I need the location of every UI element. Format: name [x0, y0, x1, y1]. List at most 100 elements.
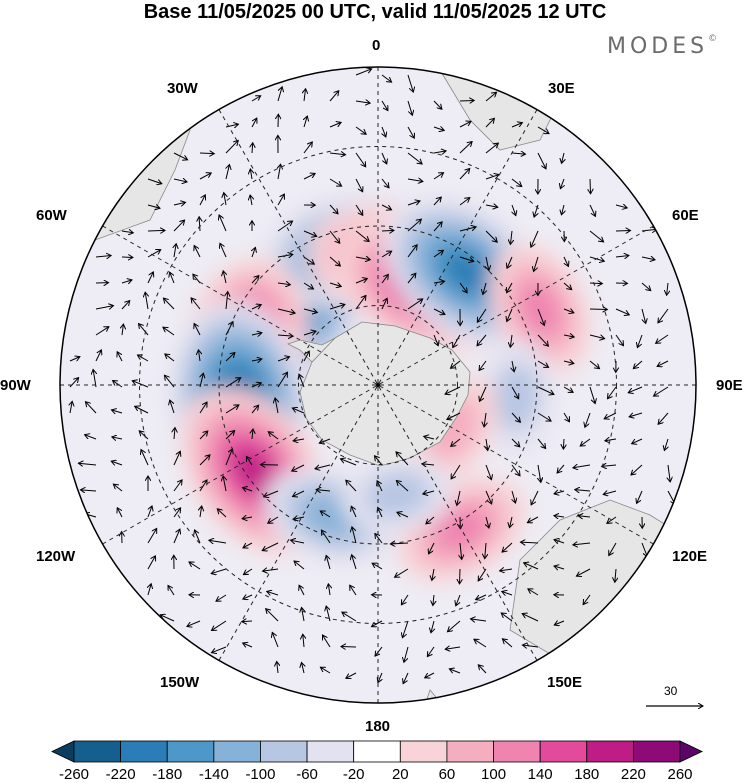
- colorbar-low-extension: [51, 740, 75, 763]
- wind-vector-198: [355, 278, 367, 284]
- wind-vector-288: [445, 647, 461, 649]
- wind-vector-421: [656, 334, 669, 343]
- meridian-120: [102, 225, 654, 545]
- wind-vector-282: [457, 490, 460, 505]
- wind-vector-263: [433, 594, 434, 605]
- wind-vector-204: [352, 555, 357, 570]
- wind-vector-228: [407, 74, 413, 92]
- colorbar-label-6: -20: [342, 766, 365, 783]
- wind-vector-301: [479, 386, 487, 401]
- wind-vector-419: [667, 282, 668, 295]
- colorbar-label-4: -100: [245, 766, 276, 783]
- wind-vector-109: [252, 247, 255, 258]
- wind-vector-34: [137, 355, 149, 362]
- wind-vector-116: [252, 429, 253, 440]
- wind-vector-325: [511, 438, 520, 447]
- wind-vector-154: [303, 256, 314, 264]
- wind-vector-316: [512, 204, 516, 216]
- wind-vector-156: [303, 309, 317, 313]
- latitude-circle-30s: [139, 146, 617, 624]
- wind-vector-376: [589, 230, 604, 242]
- wind-vector-69: [191, 298, 201, 310]
- wind-vector-347: [538, 464, 541, 482]
- wind-vector-186: [328, 584, 330, 596]
- wind-vector-12: [80, 490, 97, 491]
- wind-vector-377: [589, 256, 604, 261]
- wind-vector-357: [561, 204, 564, 215]
- wind-vector-78: [195, 530, 201, 544]
- wind-vector-196: [355, 230, 369, 241]
- antarctica: [299, 321, 471, 467]
- wind-vector-47: [173, 220, 185, 232]
- wind-vector-267: [459, 100, 474, 101]
- wind-vector-129: [277, 194, 284, 206]
- wind-vector-104: [251, 118, 257, 128]
- wind-vector-322: [512, 360, 514, 372]
- wind-vector-189: [320, 667, 331, 674]
- wind-vector-124: [243, 643, 253, 647]
- wind-vector-94: [225, 430, 235, 440]
- wind-vector-181: [315, 464, 331, 469]
- wind-vector-218: [381, 298, 387, 310]
- wind-vector-402: [603, 491, 617, 494]
- wind-vector-366: [563, 438, 564, 449]
- wind-vector-21: [111, 410, 123, 413]
- lon-label-30w: 30W: [167, 80, 198, 97]
- wind-vector-55: [174, 428, 175, 440]
- wind-vector-305: [485, 490, 492, 504]
- wind-vector-40: [148, 506, 152, 518]
- wind-vector-201: [346, 480, 357, 492]
- wind-vector-190: [355, 69, 372, 76]
- wind-vector-7: [95, 350, 101, 362]
- wind-vector-277: [450, 360, 461, 368]
- wind-vector-326: [511, 464, 520, 476]
- wind-vector-103: [251, 96, 261, 102]
- wind-vector-413: [629, 412, 643, 417]
- wind-vector-31: [147, 272, 153, 284]
- lon-label-150w: 150W: [160, 674, 200, 691]
- wind-vector-287: [447, 620, 461, 632]
- colorbar-high-extension: [679, 740, 703, 763]
- lon-label-60e: 60E: [672, 207, 699, 224]
- wind-vector-85: [224, 193, 226, 206]
- wind-vector-339: [534, 256, 539, 271]
- colorbar-bin-9: [446, 740, 494, 763]
- wind-vector-350: [520, 542, 539, 543]
- wind-vector-194: [355, 178, 363, 192]
- wind-vector-261: [429, 542, 435, 554]
- wind-vector-349: [527, 516, 539, 523]
- wind-vector-148: [304, 89, 306, 102]
- wind-vector-48: [174, 244, 176, 258]
- wind-vector-405: [615, 568, 616, 582]
- wind-vector-333: [502, 639, 513, 648]
- wind-vector-352: [528, 589, 539, 596]
- wind-vector-177: [329, 256, 340, 266]
- wind-vector-169: [303, 634, 304, 648]
- wind-vector-242: [395, 568, 409, 577]
- wind-vector-122: [243, 595, 253, 599]
- wind-vector-257: [424, 436, 435, 439]
- wind-vector-344: [537, 386, 554, 394]
- wind-vector-174: [329, 178, 342, 186]
- anomaly-9-ring-4: [235, 449, 274, 494]
- wind-vector-210: [381, 100, 388, 111]
- wind-vector-178: [329, 283, 341, 287]
- wind-vector-90: [225, 322, 233, 336]
- wind-vector-86: [219, 215, 227, 232]
- wind-vector-171: [329, 91, 339, 102]
- wind-vector-62: [160, 615, 175, 622]
- wind-vector-22: [112, 437, 123, 439]
- wind-vector-168: [302, 607, 304, 622]
- wind-vector-346: [537, 438, 546, 448]
- wind-vector-42: [147, 556, 155, 570]
- wind-vector-251: [433, 197, 441, 206]
- wind-vector-359: [563, 256, 568, 266]
- wind-vector-253: [433, 250, 443, 258]
- wind-vector-170: [301, 662, 304, 674]
- wind-vector-35: [132, 381, 149, 388]
- wind-vector-44: [173, 152, 188, 160]
- reference-vector-label: 30: [664, 684, 678, 698]
- wind-vector-32: [145, 292, 148, 310]
- wind-vector-16: [121, 280, 132, 283]
- wind-vector-112: [251, 333, 262, 335]
